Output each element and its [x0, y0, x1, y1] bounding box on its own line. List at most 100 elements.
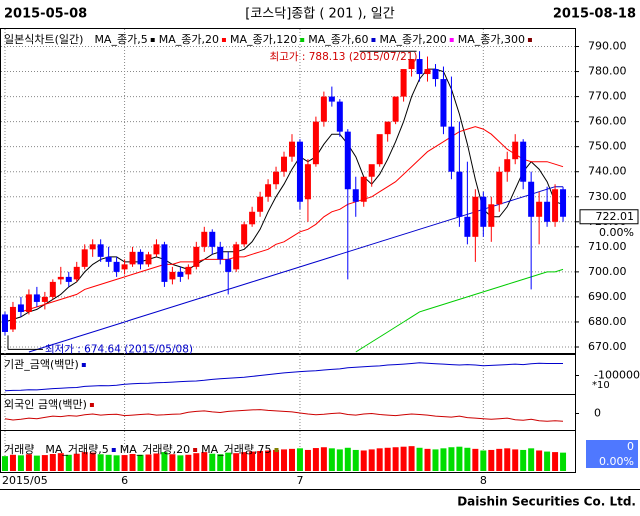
- candle-body: [73, 266, 80, 280]
- volume-bar: [456, 446, 463, 471]
- candle-body: [89, 244, 96, 250]
- candle-body: [161, 244, 168, 282]
- volume-bar: [384, 447, 391, 471]
- candle-body: [456, 171, 463, 217]
- candle-body: [392, 96, 399, 122]
- candle-body: [1, 314, 8, 332]
- candle-body: [464, 216, 471, 237]
- legend-swatch: [449, 38, 454, 42]
- x-tick-label: 7: [296, 474, 303, 487]
- candle-body: [488, 204, 495, 227]
- y-tick-label: 730.00: [588, 190, 627, 203]
- candle-body: [129, 251, 136, 265]
- candle-body: [536, 201, 543, 217]
- volume-bar: [129, 453, 136, 471]
- volume-bar: [368, 449, 375, 471]
- candle-body: [193, 246, 200, 267]
- legend-swatch: [150, 38, 155, 42]
- volume-bar: [400, 446, 407, 471]
- chart-title: [코스닥]종합 ( 201 ), 일간: [245, 7, 395, 22]
- volume-bar: [1, 456, 8, 471]
- candle-body: [328, 96, 335, 102]
- volume-bar: [273, 449, 280, 471]
- x-tick-label: 8: [480, 474, 487, 487]
- candle-body: [81, 249, 88, 267]
- volume-bar: [185, 454, 192, 471]
- volume-bar: [89, 452, 96, 471]
- volume-bar: [241, 452, 248, 471]
- x-tick-label: 2015/05: [2, 474, 48, 487]
- end-date: 2015-08-18: [553, 7, 636, 22]
- candle-body: [153, 244, 160, 255]
- candle-body: [49, 281, 56, 297]
- candle-body: [145, 254, 152, 265]
- y-tick-label: 770.00: [588, 90, 627, 103]
- candle-body: [33, 294, 40, 302]
- flow-line: [4, 409, 564, 422]
- legend-swatch: [89, 403, 94, 407]
- volume-bar: [496, 448, 503, 471]
- legend-swatch: [371, 38, 376, 42]
- volume-bar: [480, 450, 487, 471]
- volume-bar: [105, 454, 112, 471]
- legend-swatch: [81, 363, 86, 367]
- legend-swatch: [193, 448, 198, 452]
- volume-bar: [201, 452, 208, 471]
- candle-body: [296, 141, 303, 202]
- candle-body: [185, 266, 192, 275]
- volume-bar: [113, 455, 120, 471]
- volume-bar: [17, 455, 24, 471]
- candle-body: [376, 134, 383, 165]
- candle-body: [504, 159, 511, 172]
- candle-body: [336, 101, 343, 132]
- candle-body: [257, 196, 264, 212]
- candle-body: [304, 164, 311, 200]
- candle-body: [249, 211, 256, 225]
- volume-bar: [249, 451, 256, 471]
- volume-bar: [281, 449, 288, 471]
- volume-bar: [440, 448, 447, 471]
- y-tick-label: 790.00: [588, 40, 627, 53]
- candle-body: [512, 141, 519, 160]
- legend-swatch: [37, 448, 42, 452]
- legend-label: MA_종가,120: [230, 33, 297, 46]
- candle-body: [552, 189, 559, 222]
- volume-bar: [512, 449, 519, 471]
- volume-bar: [257, 451, 264, 471]
- candle-body: [121, 264, 128, 270]
- candle-body: [344, 131, 351, 190]
- candle-body: [472, 196, 479, 237]
- volume-bar: [544, 451, 551, 471]
- candle-body: [312, 121, 319, 165]
- volume-bar: [9, 454, 16, 471]
- volume-bar: [464, 447, 471, 471]
- volume-bar: [161, 452, 168, 471]
- legend-swatch: [221, 38, 226, 42]
- legend-label: MA_거래량,20: [120, 443, 190, 456]
- candle-body: [41, 296, 48, 302]
- y-tick-label: 750.00: [588, 140, 627, 153]
- legend-swatch: [527, 38, 532, 42]
- volume-bar: [352, 449, 359, 471]
- volume-box: [586, 440, 638, 468]
- candle-body: [384, 121, 391, 135]
- high-label: 최고가 : 788.13 (2015/07/21): [270, 51, 418, 63]
- y-tick-label: 700.00: [588, 265, 627, 278]
- candle-body: [528, 181, 535, 217]
- price-frame: [0, 28, 576, 354]
- candle-body: [352, 189, 359, 202]
- volume-bar: [209, 453, 216, 471]
- candle-body: [177, 271, 184, 277]
- y-tick-label: -100000: [594, 369, 640, 382]
- volume-last: 0: [627, 440, 634, 453]
- candle-body: [520, 141, 527, 182]
- x-tick-label: 6: [121, 474, 128, 487]
- candle-body: [9, 306, 16, 330]
- volume-bar: [424, 448, 431, 471]
- change-label: 0.00%: [599, 226, 634, 239]
- y-tick-label: 760.00: [588, 115, 627, 128]
- y-tick-label: 780.00: [588, 65, 627, 78]
- legend-swatch: [274, 448, 279, 452]
- frames: [0, 28, 640, 490]
